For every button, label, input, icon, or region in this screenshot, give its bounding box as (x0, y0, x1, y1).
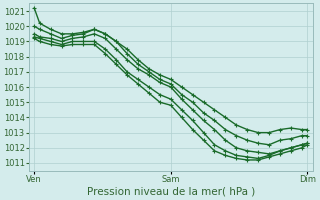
X-axis label: Pression niveau de la mer( hPa ): Pression niveau de la mer( hPa ) (87, 187, 255, 197)
